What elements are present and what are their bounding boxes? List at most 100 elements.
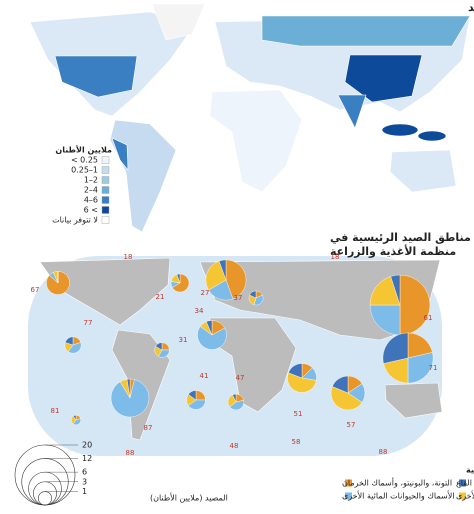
pie-slice <box>110 379 150 418</box>
map-a <box>29 3 471 233</box>
land <box>39 257 171 326</box>
title: أ) حسب البلد <box>468 0 474 14</box>
land <box>384 382 443 419</box>
legend-swatch <box>459 479 466 487</box>
pie-slice <box>171 273 190 293</box>
indonesia <box>381 123 419 137</box>
area-label: 27 <box>201 289 210 297</box>
area-label: 18 <box>124 253 133 261</box>
australia <box>389 149 457 193</box>
usa <box>54 55 138 98</box>
pie-slice <box>382 332 409 364</box>
legend-swatch <box>101 156 110 164</box>
pie-slice <box>126 378 131 399</box>
pie-slice <box>383 357 409 384</box>
size-label: 6 <box>82 468 87 477</box>
area-label: 31 <box>179 336 188 344</box>
pie-slice <box>197 326 227 350</box>
area-label: 34 <box>195 307 204 315</box>
legend-swatch <box>101 176 110 184</box>
area-label: 77 <box>84 319 93 327</box>
legend-swatch <box>101 206 110 214</box>
russia <box>261 15 471 47</box>
area-label: 87 <box>144 424 153 432</box>
size-title: المصيد (ملايين الأطنان) <box>150 493 228 503</box>
area-label: 37 <box>234 294 243 302</box>
legend-label: 1–2 <box>84 176 98 185</box>
pie-slice <box>53 271 59 284</box>
pie-slice <box>407 352 434 384</box>
peru <box>111 137 129 171</box>
area-label: 61 <box>424 314 433 322</box>
pie-slice <box>206 320 213 336</box>
pie-slice <box>229 399 245 411</box>
pie-slice <box>330 386 363 411</box>
size-label: 1 <box>82 487 87 496</box>
greenland <box>151 3 206 41</box>
legend-title: ملايين الأطنان <box>55 145 112 155</box>
area-label: 41 <box>200 372 209 380</box>
area-label: 18 <box>331 253 340 261</box>
title: منظمة الأغذية والزراعة <box>330 244 456 258</box>
legend-swatch <box>345 479 352 487</box>
legend-swatch <box>101 166 110 174</box>
china <box>344 54 423 103</box>
pie-slice <box>225 259 247 300</box>
area-label: 71 <box>429 364 438 372</box>
legend-swatch <box>101 216 110 224</box>
legend-label: 0.25–1 <box>71 166 98 175</box>
size-circle <box>28 471 62 506</box>
pie-slice <box>249 290 257 299</box>
groups-title: مجموعات الأنواع الرئيسية <box>466 465 474 475</box>
pie-slice <box>390 274 401 306</box>
pie-slice <box>64 336 74 346</box>
legend-label: أسماك السطح الأخرى <box>456 491 474 501</box>
legend-label: أسماك القاع <box>456 478 474 488</box>
legend-a: ملايين الأطنان< 0.250.25–11–22–44–66 <لا… <box>52 145 112 225</box>
size-label: 12 <box>82 454 92 463</box>
area-label: 88 <box>126 449 135 457</box>
area-label: 81 <box>51 407 60 415</box>
legend-label: < 0.25 <box>71 156 98 165</box>
pie-slice <box>232 393 237 403</box>
pie-slice <box>188 390 197 401</box>
pie-slice <box>72 415 77 421</box>
pie-slice <box>287 372 317 393</box>
area-label: 57 <box>347 421 356 429</box>
legend-swatch <box>101 196 110 204</box>
pies <box>46 259 434 425</box>
size-label: 3 <box>82 477 87 486</box>
south-america <box>109 119 177 233</box>
pie-slice <box>407 332 433 359</box>
legend-swatch <box>459 492 466 500</box>
legend-label: الأسماك والحيوانات المائية الأخرى <box>342 491 454 501</box>
indonesia <box>417 130 447 142</box>
area-label: 88 <box>379 448 388 456</box>
pie-slice <box>369 276 401 306</box>
legend-swatch <box>101 186 110 194</box>
area-label: 67 <box>31 286 40 294</box>
legend-label: 2–4 <box>84 186 98 195</box>
africa <box>209 89 303 193</box>
pie-slice <box>218 259 227 281</box>
area-label: 51 <box>294 410 303 418</box>
area-label: 21 <box>156 293 165 301</box>
title: ب) حسب مناطق الصيد الرئيسية في <box>330 231 474 244</box>
pie-slice <box>205 260 227 291</box>
size-circle <box>14 444 76 506</box>
legend-b: 20 12 631 المصيد (ملايين الأطنان) مجموعات ال… <box>14 441 474 506</box>
legend-label: 6 < <box>84 206 98 215</box>
pie-slice <box>176 273 181 284</box>
area-label: 48 <box>230 442 239 450</box>
area-label: 58 <box>292 438 301 446</box>
pie-slice <box>67 342 82 354</box>
legend-swatch <box>345 492 352 500</box>
pie-slice <box>288 363 303 379</box>
area-label: 47 <box>236 374 245 382</box>
pie-slice <box>155 342 163 351</box>
size-label: 20 <box>82 441 92 450</box>
size-circle <box>33 481 57 506</box>
india <box>337 94 367 129</box>
pie-slice <box>332 375 349 394</box>
